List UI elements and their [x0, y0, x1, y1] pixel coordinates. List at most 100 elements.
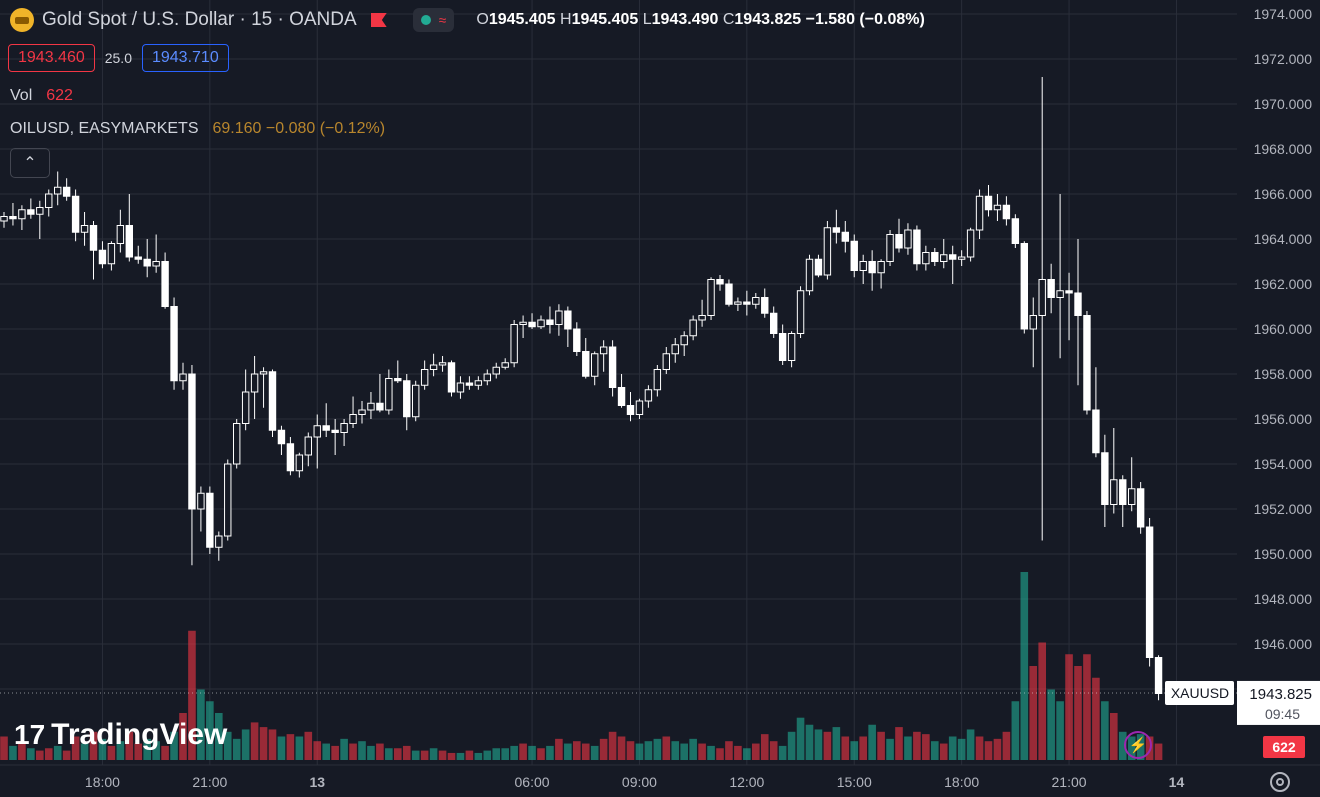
candle	[671, 338, 679, 363]
volume-bar	[823, 731, 832, 760]
candle-body	[447, 362, 456, 393]
candle-body	[626, 405, 635, 415]
flag-icon[interactable]	[370, 13, 387, 27]
market-open-icon	[420, 15, 431, 25]
candle	[1154, 655, 1163, 701]
candle-body	[161, 261, 169, 307]
volume-bar	[501, 748, 509, 760]
candle	[483, 369, 492, 386]
compare-legend[interactable]: OILUSD, EASYMARKETS 69.160 −0.080 (−0.12%…	[10, 120, 385, 138]
candle-body	[358, 409, 366, 415]
candle	[1020, 241, 1028, 334]
volume-bar	[1002, 731, 1011, 760]
candle	[752, 293, 760, 309]
price-axis[interactable]: 1974.000 1972.000 1970.000 1968.000 1966.000…	[1254, 6, 1313, 697]
volume-bar	[886, 738, 894, 760]
candle-body	[770, 312, 778, 334]
buy-button[interactable]: 1943.710	[141, 44, 229, 72]
candle	[1011, 214, 1020, 248]
symbol-title[interactable]: Gold Spot / U.S. Dollar · 15 · OANDA	[42, 9, 357, 30]
candle-body	[0, 216, 8, 222]
candle	[116, 209, 125, 253]
candle-body	[1029, 315, 1037, 330]
candle-body	[62, 186, 71, 197]
candle	[277, 425, 286, 455]
candle-body	[1136, 488, 1145, 528]
candle-body	[277, 429, 286, 445]
price-tag-bg	[1237, 680, 1320, 725]
candle-body	[349, 414, 357, 424]
candle-body	[1119, 479, 1127, 505]
candle-body	[394, 378, 402, 382]
volume-bar	[107, 745, 116, 760]
volume-bar	[197, 689, 205, 760]
y-tick-label: 1950.000	[1254, 546, 1313, 562]
volume-legend[interactable]: Vol 622	[10, 87, 73, 105]
status-pill[interactable]: ≈	[412, 8, 455, 32]
candle	[259, 367, 268, 408]
y-tick-label: 1964.000	[1254, 231, 1313, 247]
candle-body	[188, 373, 196, 510]
candle-body	[340, 423, 348, 433]
volume-bar	[376, 743, 384, 760]
candle-body	[1038, 279, 1046, 316]
candle-body	[537, 319, 545, 328]
candle-body	[957, 256, 966, 260]
collapse-legend-button[interactable]: ⌃	[10, 148, 50, 178]
volume-bar	[895, 727, 903, 760]
lightning-icon[interactable]: ⚡	[1124, 731, 1152, 759]
candle-body	[805, 258, 814, 292]
volume-bar	[1038, 642, 1046, 760]
candle	[340, 419, 348, 446]
volume-bar	[206, 701, 214, 760]
candle	[841, 221, 849, 253]
candle-body	[850, 240, 858, 271]
tradingview-logo[interactable]: 17 TradingView	[14, 718, 227, 752]
candle-body	[904, 229, 912, 249]
y-tick-label: 1960.000	[1254, 321, 1313, 337]
volume-bar	[931, 741, 939, 760]
candle-body	[241, 391, 250, 424]
candle	[1047, 263, 1055, 314]
candle	[537, 315, 545, 329]
candle-body	[546, 319, 554, 325]
ohlc-high: 1945.405	[571, 11, 639, 28]
candle-body	[71, 195, 80, 233]
gold-symbol-icon[interactable]	[10, 8, 34, 32]
volume-bar	[904, 736, 912, 760]
candle-body	[608, 346, 617, 388]
candle-body	[134, 256, 142, 260]
ohlc-readout: O1945.405 H1945.405 L1943.490 C1943.825 …	[476, 11, 925, 28]
volume-bar	[1118, 731, 1127, 760]
candle-body	[734, 301, 742, 305]
symbol-tag-bg	[1165, 680, 1234, 705]
candle-body	[582, 351, 590, 377]
volume-bar	[89, 731, 98, 760]
y-tick-label: 1948.000	[1254, 591, 1313, 607]
volume-bar	[250, 722, 259, 760]
tradingview-mark-icon: 17	[14, 719, 46, 750]
sell-button[interactable]: 1943.460	[8, 44, 95, 72]
candle	[215, 531, 223, 561]
candle	[680, 331, 688, 356]
candle	[904, 223, 912, 255]
candle-body	[671, 344, 679, 355]
candle-body	[599, 346, 608, 355]
time-axis[interactable]: 18:00 21:00 13 06:00 09:00 12:00 15:00 18:00 21:…	[0, 764, 1320, 790]
settings-gear-icon[interactable]	[1270, 772, 1290, 792]
volume-bar	[1047, 689, 1055, 760]
candle-body	[680, 335, 688, 346]
ohlc-low: 1943.490	[651, 11, 719, 28]
candle	[743, 290, 751, 316]
candle-body	[89, 225, 98, 251]
candle	[304, 432, 313, 467]
candle-body	[45, 193, 53, 208]
ohlc-close: 1943.825	[734, 11, 802, 28]
candle-body	[895, 234, 903, 249]
candle	[850, 234, 858, 278]
volume-bar	[313, 741, 322, 760]
y-tick-label: 1958.000	[1254, 366, 1313, 382]
volume-bar	[385, 748, 393, 760]
candle-body	[1083, 315, 1091, 411]
